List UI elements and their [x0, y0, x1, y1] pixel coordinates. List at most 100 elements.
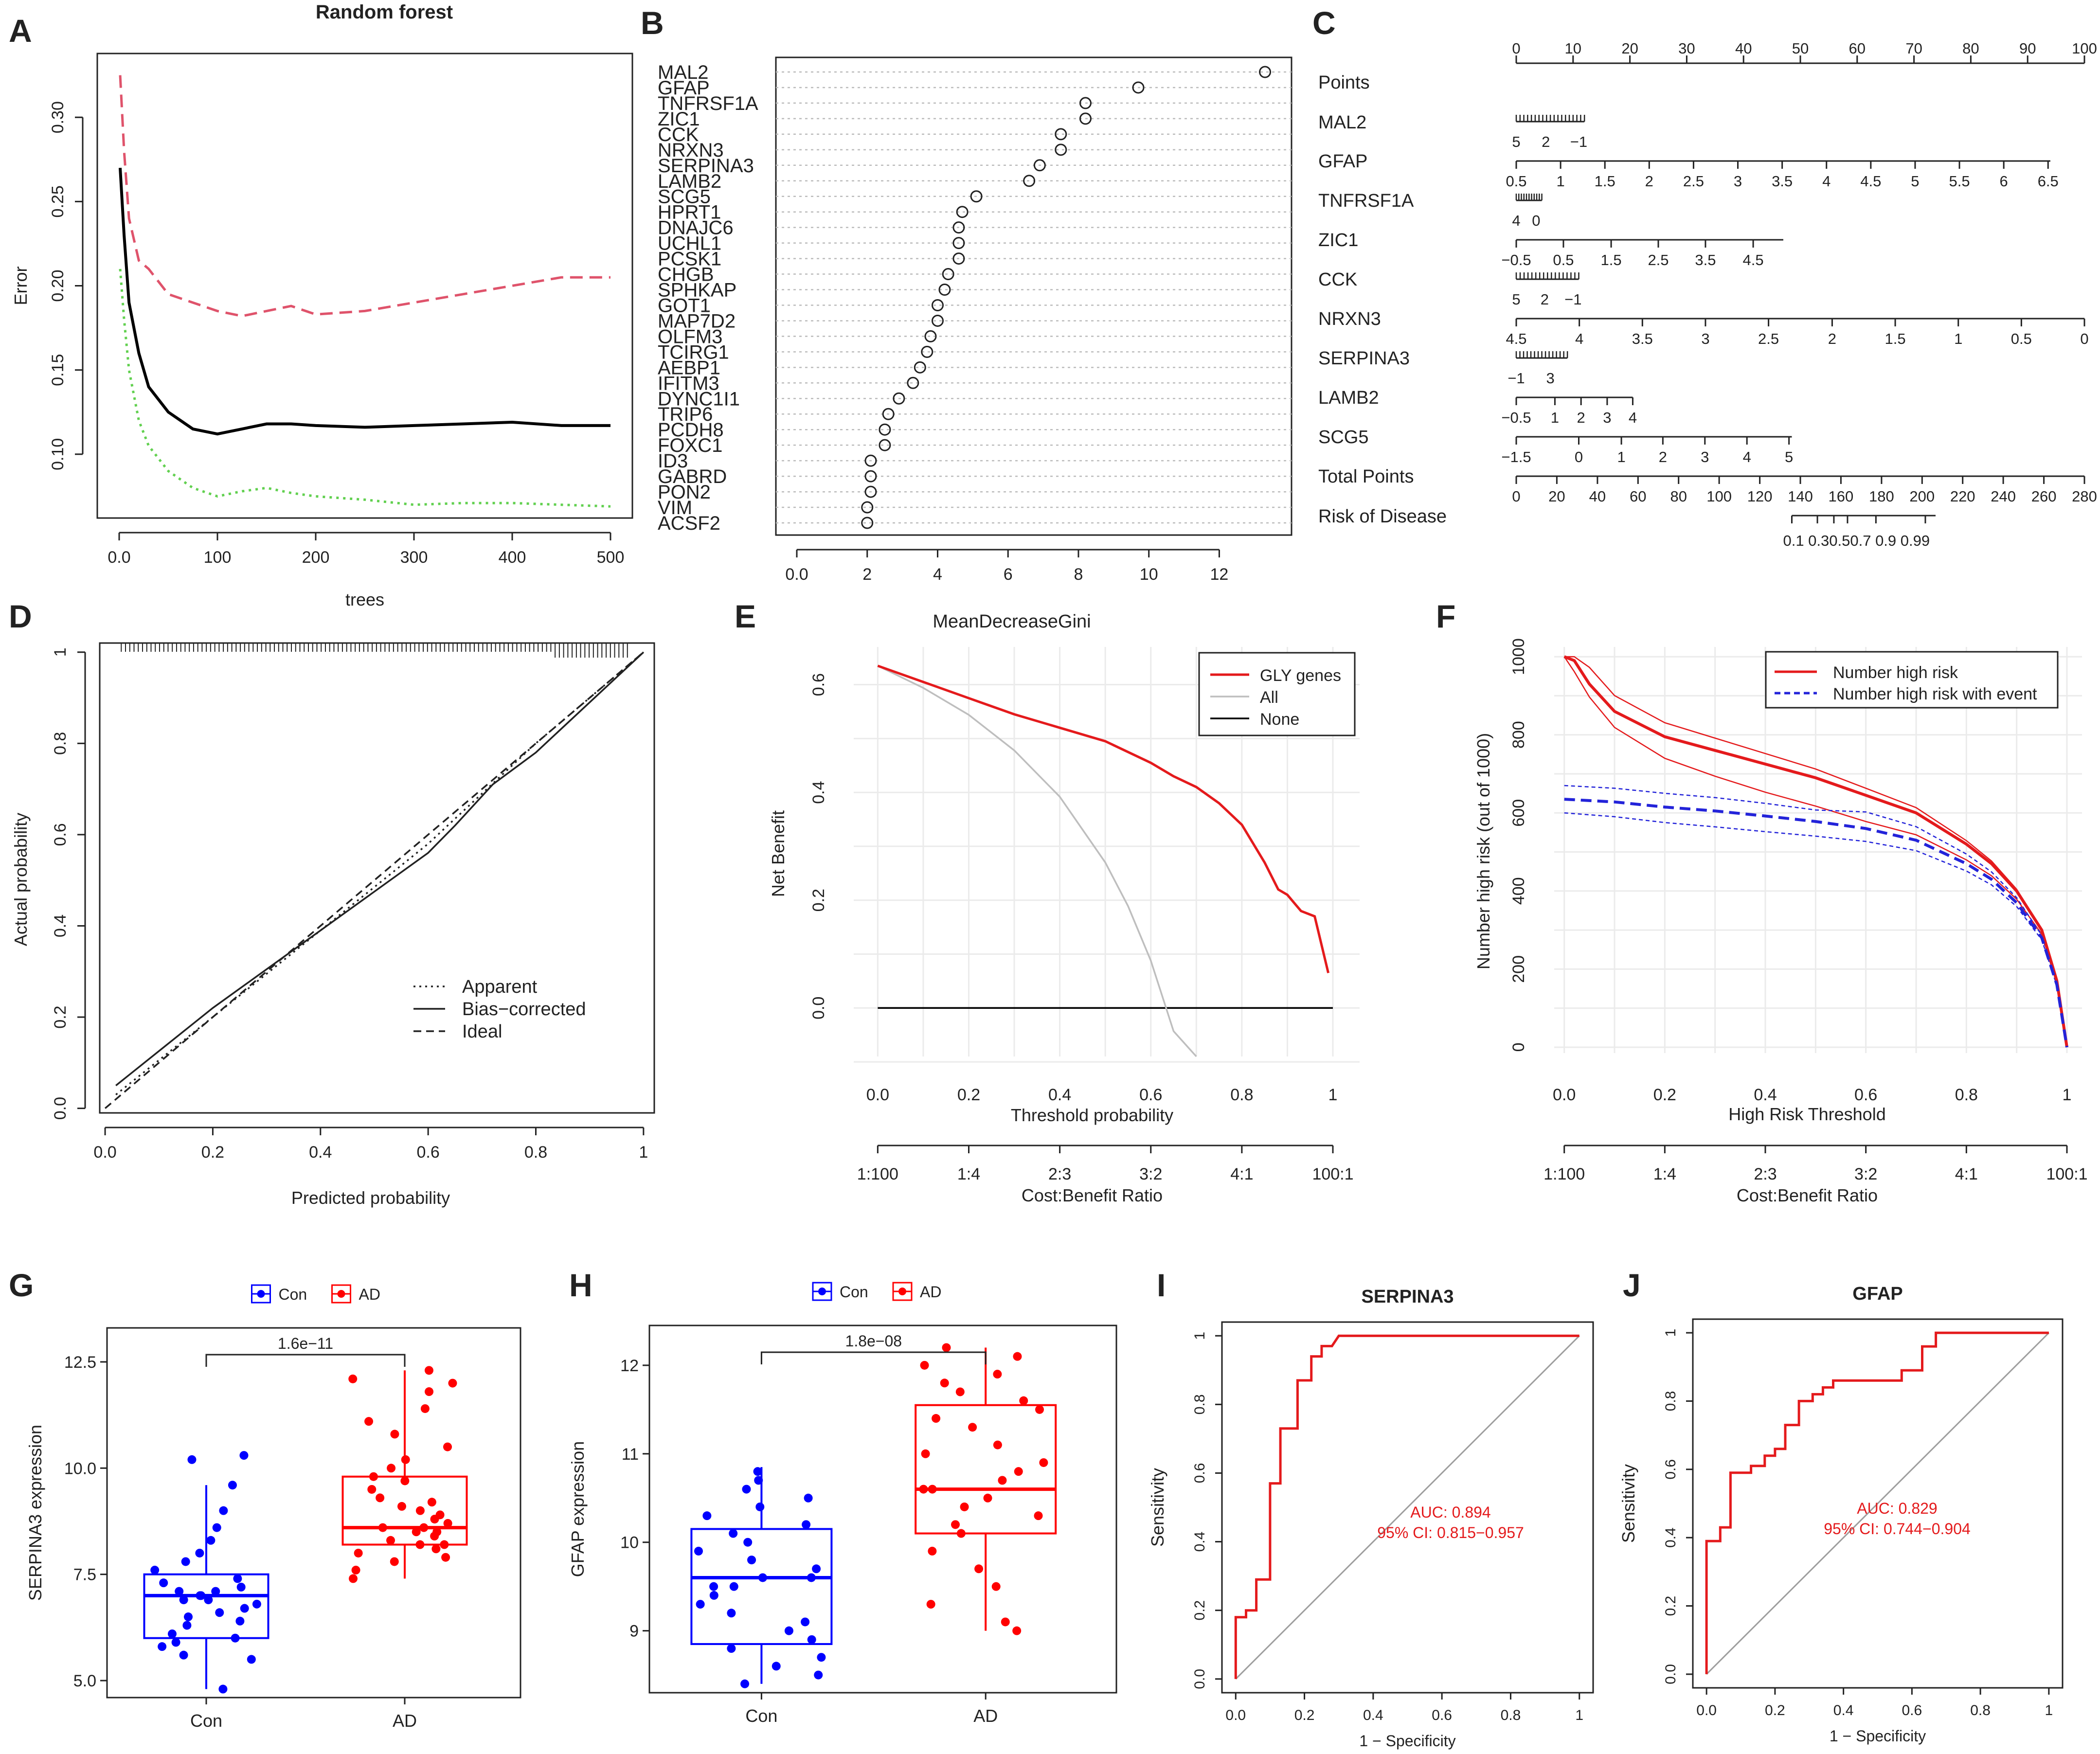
gene-label: UCHL1 [658, 233, 721, 254]
nomogram-tick-label: 2.5 [1648, 251, 1669, 268]
data-point [400, 1476, 410, 1486]
data-point [424, 1366, 433, 1375]
data-point [179, 1650, 188, 1660]
y-tick-label: 10.0 [64, 1459, 96, 1478]
nomogram-tick-label: 20 [1548, 488, 1565, 505]
legend-label: Ideal [462, 1021, 502, 1042]
nomogram-tick-label: 2.5 [1758, 330, 1779, 347]
data-point [215, 1608, 224, 1617]
y-tick-label: 0.10 [49, 438, 67, 470]
auc-annotation: AUC: 0.829 [1857, 1500, 1937, 1517]
data-point [729, 1582, 738, 1591]
data-point [814, 1670, 823, 1680]
chart-title: MeanDecreaseGini [933, 611, 1091, 632]
gene-label: TCIRG1 [658, 341, 729, 363]
nomogram-tick-label: 1.5 [1601, 251, 1622, 268]
importance-point [907, 376, 919, 389]
x-tick-label: Con [190, 1711, 222, 1731]
panel-letter-c: C [1312, 5, 1336, 41]
legend-label: All [1260, 688, 1278, 707]
data-point [218, 1684, 228, 1694]
nomogram-tick-label: 3 [1546, 370, 1554, 387]
x-tick-label: AD [973, 1706, 998, 1726]
nomogram-tick-label: 80 [1962, 40, 1979, 57]
x-axis-label: High Risk Threshold [1728, 1104, 1885, 1124]
data-point [1034, 1511, 1043, 1521]
y-tick-label: 12.5 [64, 1353, 96, 1372]
data-point [425, 1387, 434, 1396]
box-body [915, 1404, 1057, 1535]
panel-letter-g: G [9, 1267, 34, 1303]
data-point [932, 1414, 941, 1423]
nomogram-row-label: Risk of Disease [1318, 506, 1447, 527]
y-tick-label: 400 [1509, 877, 1528, 905]
nomogram-tick-label: 3 [1734, 173, 1742, 190]
nomogram-tick-label: 180 [1869, 488, 1894, 505]
gene-label: GOT1 [658, 295, 711, 316]
nomogram-row-label: NRXN3 [1318, 309, 1381, 329]
data-point [758, 1573, 767, 1582]
importance-point [861, 501, 874, 514]
plot-frame [648, 1324, 1117, 1694]
calibration-line-dashed [104, 651, 645, 1109]
y-tick-label: 0.0 [1663, 1664, 1679, 1684]
x-tick-label: 1 [2045, 1702, 2053, 1718]
data-point [784, 1626, 793, 1635]
x-tick-label: 0.2 [1765, 1702, 1785, 1718]
data-point [443, 1519, 452, 1528]
nomogram-tick-labels: 0.1 0.30.50.7 0.9 0.99 [1783, 532, 1930, 549]
cost-benefit-tick-label: 4:1 [1955, 1165, 1978, 1183]
data-point [159, 1578, 168, 1588]
nomogram-tick-label: 240 [1991, 488, 2016, 505]
data-point [195, 1548, 204, 1557]
data-point [204, 1595, 213, 1605]
legend-label: Number high risk [1833, 663, 1958, 682]
auc-annotation: AUC: 0.894 [1410, 1503, 1490, 1521]
nomogram-tick-label: 2 [1828, 330, 1836, 347]
data-point [1012, 1626, 1022, 1635]
importance-point [938, 284, 951, 296]
nomogram-tick-label: 50 [1792, 40, 1809, 57]
importance-point [952, 221, 965, 234]
x-tick-label: AD [393, 1711, 417, 1731]
nomogram-row-label: MAL2 [1318, 112, 1366, 133]
legend-label: Number high risk with event [1833, 685, 2037, 703]
x-tick-label: 0.6 [1902, 1702, 1922, 1718]
nomogram-tick-label: 4.5 [1506, 330, 1526, 347]
importance-point [861, 517, 874, 529]
x-axis-label: 1 − Specificity [1359, 1732, 1455, 1750]
nomogram-row-label: SERPINA3 [1318, 348, 1410, 369]
nomogram-tick-label: 0.5 [1553, 251, 1574, 268]
gene-label: DYNC1I1 [658, 388, 740, 410]
nomogram-tick-label: −1 [1564, 291, 1581, 308]
data-point [351, 1565, 360, 1575]
y-axis-label: Number high risk (out of 1000) [1473, 733, 1493, 969]
nomogram-tick-label: −1.5 [1501, 448, 1531, 465]
data-point [252, 1599, 261, 1609]
nomogram-tick-label: 3.5 [1632, 330, 1653, 347]
legend-label: Con [840, 1283, 868, 1301]
legend-swatch-dot [257, 1290, 265, 1298]
gene-label: ZIC1 [658, 108, 700, 130]
x-tick-label: 1 [2063, 1086, 2072, 1104]
data-point [233, 1574, 242, 1583]
roc-diagonal [1235, 1335, 1580, 1680]
nomogram-tick-label: 60 [1630, 488, 1646, 505]
x-tick-label: 0.4 [1833, 1702, 1854, 1718]
y-axis-label: Sensitivity [1148, 1468, 1167, 1547]
roc-curve [1705, 1331, 2049, 1674]
cost-benefit-tick-label: 1:4 [957, 1165, 980, 1183]
box-body [341, 1475, 468, 1546]
gene-label: CHGB [658, 264, 714, 286]
data-point [807, 1635, 816, 1644]
data-point [348, 1374, 358, 1383]
nomogram-row-label: LAMB2 [1318, 388, 1379, 408]
nomogram-row-label: Points [1318, 72, 1370, 93]
cost-benefit-tick-label: 1:100 [1544, 1165, 1585, 1183]
nomogram-tick-label: 0 [1512, 488, 1520, 505]
nomogram-tick-label: −1 [1570, 133, 1587, 150]
x-tick-label: 0.8 [1230, 1086, 1253, 1104]
y-tick-label: 1 [1192, 1332, 1208, 1340]
gene-label: DNAJC6 [658, 217, 734, 239]
